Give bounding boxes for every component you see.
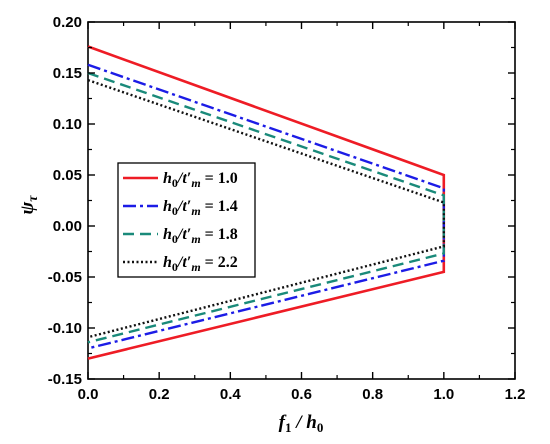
x-tick-label: 1.2 xyxy=(505,386,526,403)
ticks-layer: 0.0 0.2 0.4 0.6 0.8 1.0 1.2 -0.15 -0.10 -0.05 0.00… xyxy=(48,14,526,403)
legend-label: h0/t′m = 2.2 xyxy=(163,254,238,274)
x-tick-label: 0.2 xyxy=(149,386,170,403)
x-tick-label: 0.0 xyxy=(78,386,99,403)
x-tick-label: 0.4 xyxy=(220,386,242,403)
legend-box xyxy=(117,162,256,278)
series-line-2-2 xyxy=(87,78,445,339)
x-tick-label: 0.8 xyxy=(362,386,383,403)
x-axis-title: f1 / h0 xyxy=(279,412,324,435)
legend: h0/t′m = 1.0 h0/t′m = 1.4 h0/t′m = 1.8 h0/t… xyxy=(117,162,256,278)
y-axis-title: ψτ xyxy=(17,195,41,215)
y-tick-label: 0.20 xyxy=(53,14,82,31)
legend-label: h0/t′m = 1.4 xyxy=(163,198,238,218)
y-tick-label: 0.00 xyxy=(53,218,82,235)
series-line-1-4 xyxy=(87,63,445,350)
y-tick-label: -0.10 xyxy=(48,320,82,337)
y-tick-label: -0.05 xyxy=(48,269,82,286)
y-tick-label: 0.05 xyxy=(53,167,82,184)
y-tick-label: -0.15 xyxy=(48,371,82,388)
x-tick-label: 1.0 xyxy=(433,386,454,403)
y-tick-label: 0.10 xyxy=(53,116,82,133)
y-tick-label: 0.15 xyxy=(53,65,82,82)
legend-label: h0/t′m = 1.8 xyxy=(163,226,238,246)
series-layer xyxy=(87,45,446,360)
series-line-1-8 xyxy=(87,71,445,344)
x-tick-label: 0.6 xyxy=(291,386,312,403)
legend-label: h0/t′m = 1.0 xyxy=(163,170,238,190)
